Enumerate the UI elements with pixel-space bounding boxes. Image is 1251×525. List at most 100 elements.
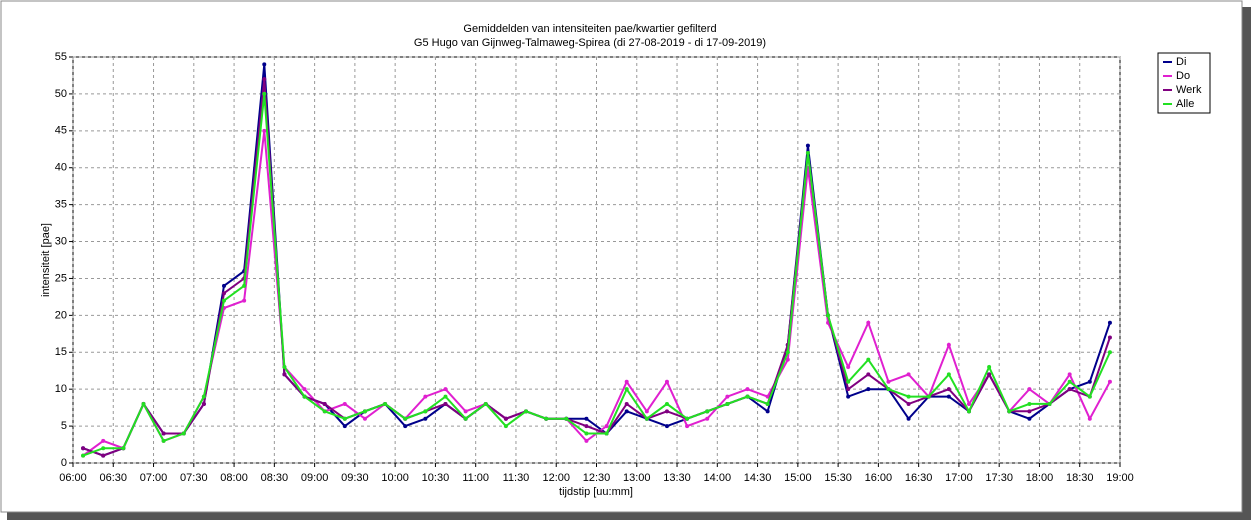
y-tick-label: 5 xyxy=(61,420,67,432)
data-point xyxy=(141,401,146,406)
data-point xyxy=(161,438,166,443)
data-point xyxy=(987,372,992,377)
data-point xyxy=(785,350,790,355)
y-tick-label: 50 xyxy=(55,88,67,100)
data-point xyxy=(946,394,951,399)
data-point xyxy=(302,387,307,392)
x-tick-label: 12:00 xyxy=(542,472,570,484)
x-tick-label: 15:30 xyxy=(824,472,852,484)
data-point xyxy=(181,431,186,436)
data-point xyxy=(81,446,86,451)
data-point xyxy=(403,416,408,421)
data-point xyxy=(685,416,690,421)
data-point xyxy=(322,401,327,406)
data-point xyxy=(604,424,609,429)
data-point xyxy=(463,409,468,414)
x-tick-label: 06:30 xyxy=(100,472,128,484)
y-tick-label: 0 xyxy=(61,457,67,469)
x-tick-label: 08:00 xyxy=(220,472,248,484)
data-point xyxy=(101,446,106,451)
chart-subtitle: G5 Hugo van Gijnweg-Talmaweg-Spirea (di … xyxy=(414,37,766,49)
data-point xyxy=(1067,372,1072,377)
data-point xyxy=(725,394,730,399)
data-point xyxy=(222,283,227,288)
data-point xyxy=(946,342,951,347)
data-point xyxy=(1067,387,1072,392)
data-point xyxy=(262,77,267,82)
data-point xyxy=(423,409,428,414)
data-point xyxy=(503,424,508,429)
series-line xyxy=(82,93,1111,457)
data-point xyxy=(805,150,810,155)
data-point xyxy=(1107,350,1112,355)
data-point xyxy=(664,401,669,406)
x-tick-label: 18:30 xyxy=(1066,472,1094,484)
data-point xyxy=(423,394,428,399)
data-point xyxy=(644,409,649,414)
data-point xyxy=(524,409,529,414)
data-point xyxy=(282,372,287,377)
data-point xyxy=(886,379,891,384)
data-point xyxy=(946,372,951,377)
data-point xyxy=(81,453,86,458)
data-point xyxy=(342,416,347,421)
data-point xyxy=(362,409,367,414)
data-point xyxy=(1067,379,1072,384)
y-tick-label: 40 xyxy=(55,162,67,174)
x-tick-label: 10:30 xyxy=(422,472,450,484)
legend-label: Alle xyxy=(1176,98,1194,110)
data-point xyxy=(544,416,549,421)
data-point xyxy=(443,387,448,392)
data-point xyxy=(765,401,770,406)
data-point xyxy=(846,365,851,370)
y-tick-label: 35 xyxy=(55,199,67,211)
x-axis-label: tijdstip [uu:mm] xyxy=(559,486,633,498)
x-tick-label: 13:30 xyxy=(663,472,691,484)
data-point xyxy=(362,416,367,421)
data-point xyxy=(443,394,448,399)
data-point xyxy=(966,401,971,406)
data-point xyxy=(946,387,951,392)
data-point xyxy=(866,320,871,325)
legend-label: Do xyxy=(1176,70,1190,82)
x-tick-label: 13:00 xyxy=(623,472,651,484)
data-point xyxy=(1107,320,1112,325)
y-tick-label: 45 xyxy=(55,125,67,137)
data-point xyxy=(765,394,770,399)
data-point xyxy=(342,401,347,406)
data-point xyxy=(121,446,126,451)
data-point xyxy=(846,387,851,392)
data-point xyxy=(262,128,267,133)
data-point xyxy=(846,394,851,399)
x-tick-label: 18:00 xyxy=(1026,472,1054,484)
data-point xyxy=(846,379,851,384)
data-point xyxy=(242,283,247,288)
data-point xyxy=(1027,409,1032,414)
x-tick-label: 19:00 xyxy=(1106,472,1134,484)
data-point xyxy=(705,416,710,421)
x-tick-label: 12:30 xyxy=(583,472,611,484)
x-tick-label: 14:30 xyxy=(744,472,772,484)
data-point xyxy=(906,401,911,406)
data-point xyxy=(866,357,871,362)
x-tick-label: 07:30 xyxy=(180,472,208,484)
data-point xyxy=(624,401,629,406)
data-point xyxy=(1107,379,1112,384)
x-tick-label: 16:00 xyxy=(865,472,893,484)
y-tick-label: 30 xyxy=(55,235,67,247)
y-axis-label: intensiteit [pae] xyxy=(40,223,52,297)
series-line xyxy=(82,78,1111,457)
data-point xyxy=(765,409,770,414)
data-point xyxy=(785,357,790,362)
data-point xyxy=(584,416,589,421)
data-point xyxy=(1047,401,1052,406)
x-tick-label: 07:00 xyxy=(140,472,168,484)
x-tick-label: 09:00 xyxy=(301,472,329,484)
data-point xyxy=(201,401,206,406)
data-point xyxy=(161,431,166,436)
data-point xyxy=(222,298,227,303)
y-tick-label: 25 xyxy=(55,272,67,284)
data-point xyxy=(866,372,871,377)
data-point xyxy=(1087,416,1092,421)
data-point xyxy=(584,431,589,436)
